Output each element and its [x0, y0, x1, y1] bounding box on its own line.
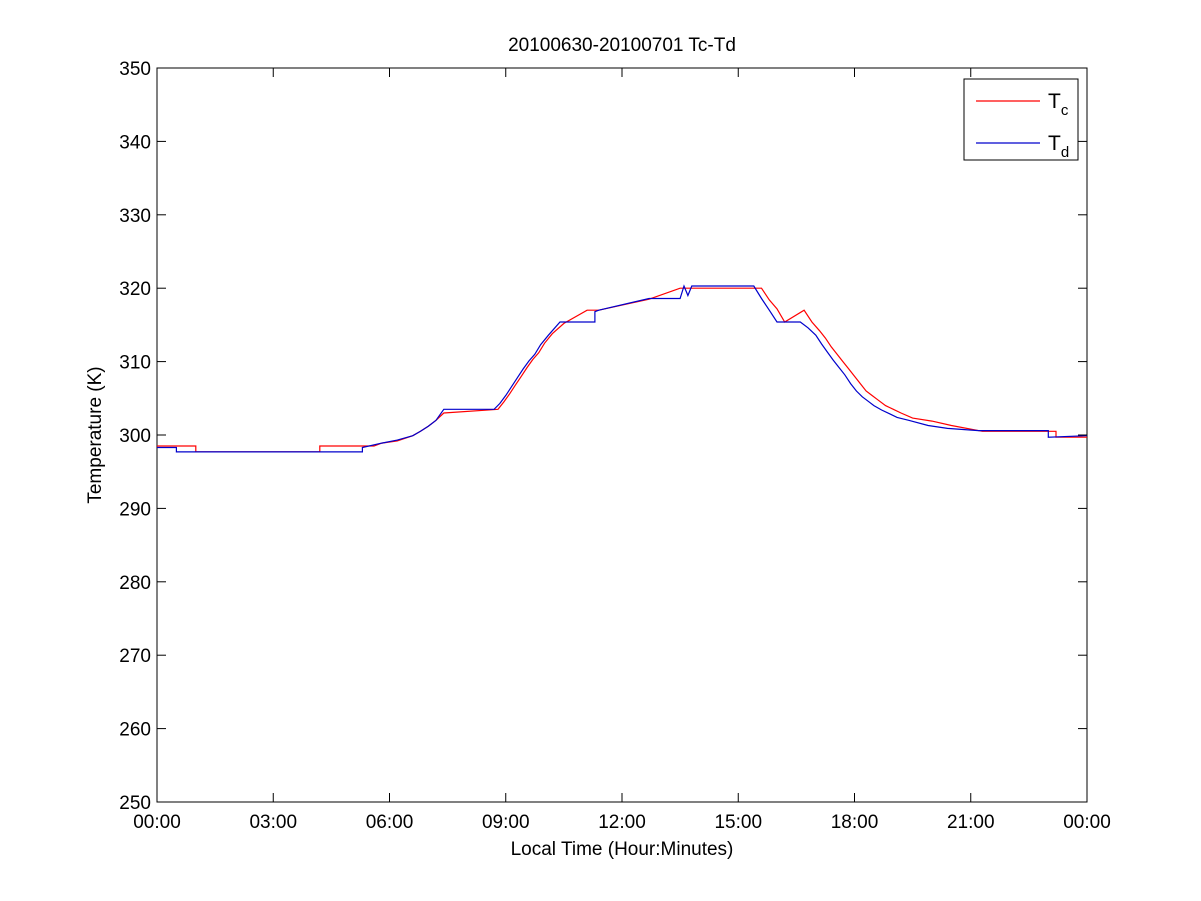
- x-tick-label: 09:00: [482, 812, 530, 833]
- legend-label: Td: [1048, 132, 1069, 161]
- x-tick-label: 03:00: [249, 812, 297, 833]
- x-tick-label: 00:00: [1063, 812, 1111, 833]
- y-tick-label: 290: [119, 499, 151, 520]
- x-tick-label: 12:00: [598, 812, 646, 833]
- series-line-td: [157, 284, 1088, 453]
- y-tick-label: 320: [119, 279, 151, 300]
- y-tick-label: 280: [119, 573, 151, 594]
- plot-area: 00:00 03:00 06:00 09:00 12:00 15:00 18:00 21:00…: [119, 59, 1110, 833]
- tick-layer: 00:00 03:00 06:00 09:00 12:00 15:00 18:00 21:00…: [119, 59, 1110, 833]
- legend: Tc Td: [963, 78, 1079, 161]
- y-tick-label: 330: [119, 206, 151, 227]
- legend-label: Tc: [1048, 90, 1069, 119]
- y-tick-label: 310: [119, 353, 151, 374]
- x-axis-label: Local Time (Hour:Minutes): [511, 839, 734, 860]
- series-layer: [157, 284, 1088, 453]
- y-tick-label: 260: [119, 720, 151, 741]
- x-tick-label: 15:00: [714, 812, 762, 833]
- y-tick-label: 340: [119, 132, 151, 153]
- legend-box: [963, 78, 1079, 161]
- chart-title: 20100630-20100701 Tc-Td: [508, 35, 736, 56]
- y-tick-label: 250: [119, 793, 151, 814]
- y-tick-label: 300: [119, 426, 151, 447]
- y-tick-label: 270: [119, 646, 151, 667]
- x-tick-label: 06:00: [366, 812, 414, 833]
- x-tick-label: 18:00: [831, 812, 879, 833]
- x-tick-label: 00:00: [133, 812, 181, 833]
- y-axis-label: Temperature (K): [85, 366, 106, 503]
- axes-box: [156, 67, 1088, 803]
- y-tick-label: 350: [119, 59, 151, 80]
- x-tick-label: 21:00: [947, 812, 995, 833]
